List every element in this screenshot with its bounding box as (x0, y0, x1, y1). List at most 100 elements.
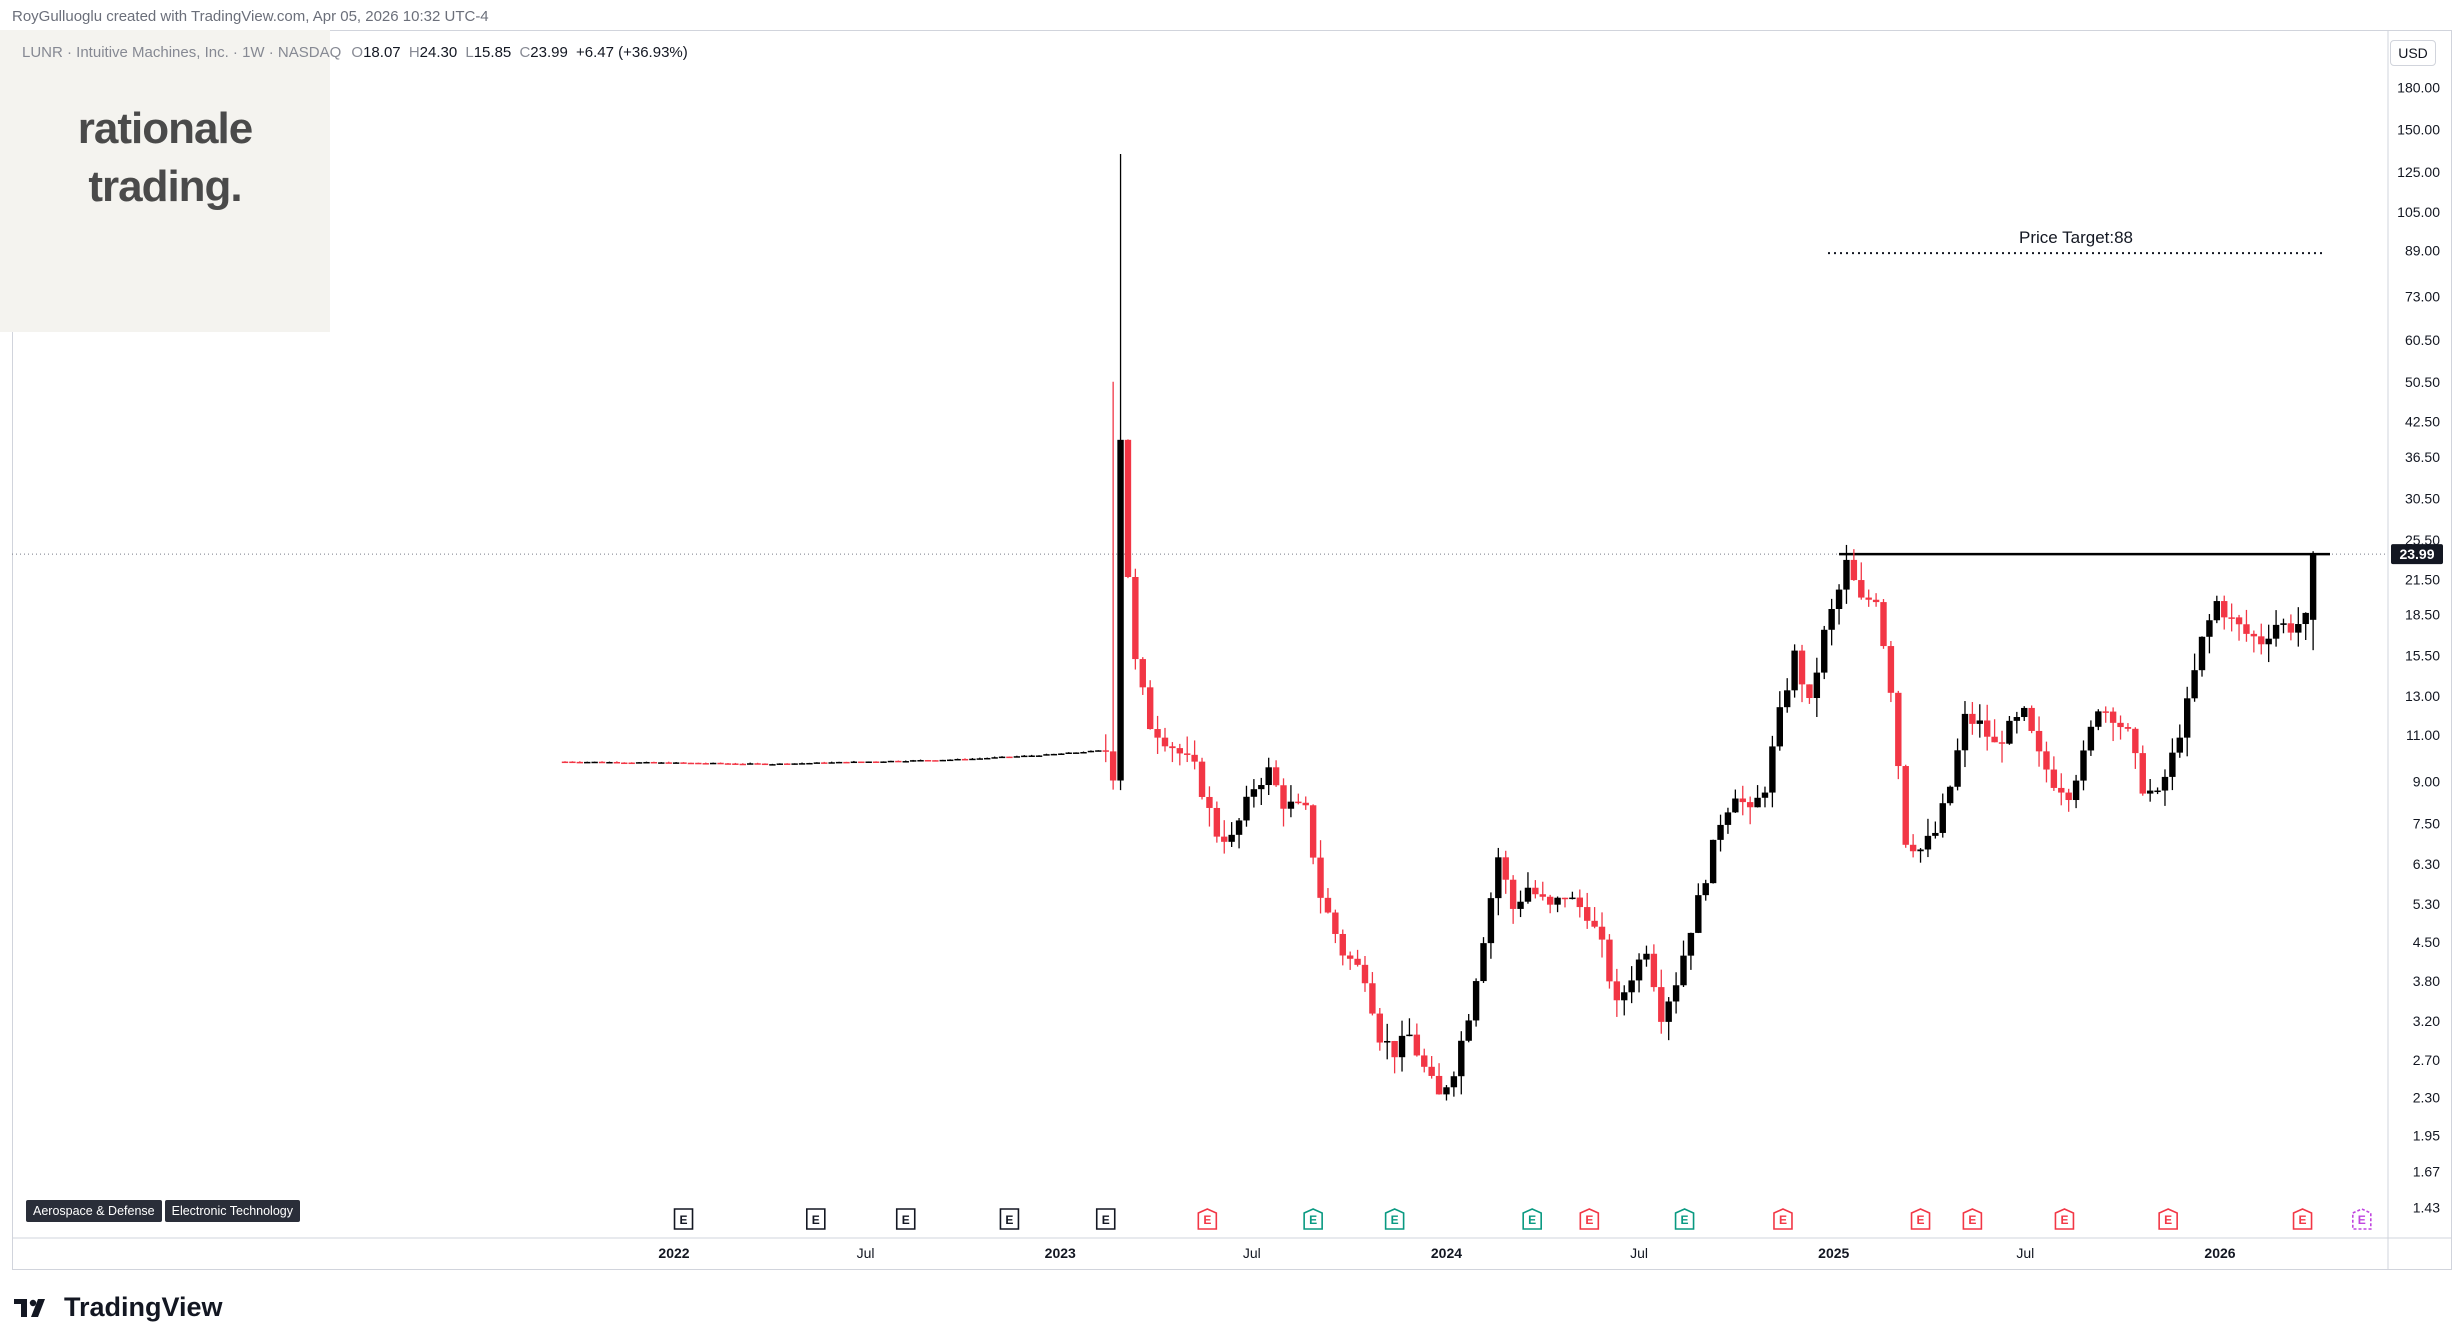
candle-body[interactable] (1235, 820, 1243, 835)
candle-body[interactable] (658, 762, 665, 764)
candle-body[interactable] (1695, 895, 1702, 933)
candle-body[interactable] (984, 757, 991, 760)
candle-body[interactable] (1835, 589, 1843, 609)
candle-body[interactable] (1487, 898, 1495, 944)
candle-body[interactable] (1458, 1040, 1465, 1077)
candle-body[interactable] (2035, 730, 2043, 752)
candle-body[interactable] (695, 762, 702, 765)
candle-body[interactable] (2272, 624, 2280, 639)
candle-body[interactable] (591, 761, 598, 764)
candle-body[interactable] (2087, 726, 2095, 751)
candle-body[interactable] (850, 761, 858, 764)
candle-body[interactable] (2043, 751, 2050, 770)
candle-body[interactable] (1850, 559, 1858, 581)
candle-body[interactable] (1709, 839, 1717, 884)
candle-body[interactable] (1472, 981, 1480, 1021)
sector-tag[interactable]: Aerospace & Defense (26, 1200, 162, 1222)
candle-body[interactable] (806, 762, 813, 765)
candle-body[interactable] (1272, 767, 1280, 786)
candle-body[interactable] (1161, 737, 1169, 747)
candle-body[interactable] (1028, 755, 1035, 757)
candle-body[interactable] (991, 757, 998, 759)
earnings-marker-icon[interactable]: E (673, 1208, 694, 1230)
candle-body[interactable] (1680, 955, 1687, 986)
candle-body[interactable] (1702, 883, 1709, 896)
candle-body[interactable] (1909, 844, 1917, 852)
candle-body[interactable] (2302, 612, 2309, 625)
candle-body[interactable] (1058, 753, 1065, 755)
candle-body[interactable] (2280, 623, 2287, 625)
candle-body[interactable] (702, 763, 709, 765)
candle-body[interactable] (1621, 992, 1628, 1001)
candle-body[interactable] (1206, 796, 1213, 808)
candle-body[interactable] (1939, 803, 1946, 833)
candle-body[interactable] (1761, 792, 1769, 798)
candle-body[interactable] (2295, 624, 2302, 633)
candle-body[interactable] (1302, 802, 1309, 806)
candle-body[interactable] (1613, 981, 1621, 1001)
candle-body[interactable] (1584, 907, 1591, 921)
earnings-marker-icon[interactable]: E (1962, 1208, 1983, 1230)
candle-body[interactable] (1384, 1041, 1391, 1043)
earnings-marker-icon[interactable]: E (999, 1208, 1020, 1230)
candle-body[interactable] (784, 763, 791, 765)
candle-body[interactable] (2080, 750, 2087, 781)
candle-body[interactable] (1635, 959, 1643, 981)
candle-body[interactable] (1902, 766, 1909, 845)
candle-body[interactable] (1976, 720, 1983, 724)
candle-body[interactable] (1184, 753, 1191, 755)
candle-body[interactable] (1465, 1020, 1472, 1041)
candle-body[interactable] (621, 762, 628, 765)
candle-body[interactable] (561, 761, 569, 764)
candle-body[interactable] (1784, 690, 1791, 708)
candle-body[interactable] (1946, 786, 1954, 804)
candle-body[interactable] (1961, 713, 1969, 751)
candle-body[interactable] (2243, 624, 2250, 634)
candle-body[interactable] (821, 762, 828, 764)
earnings-marker-icon[interactable]: E (2292, 1208, 2313, 1230)
candle-body[interactable] (2095, 711, 2102, 727)
candle-body[interactable] (1287, 801, 1295, 809)
candle-body[interactable] (1087, 750, 1095, 753)
candle-body[interactable] (1280, 785, 1287, 809)
candle-body[interactable] (902, 761, 909, 763)
candle-body[interactable] (1828, 608, 1835, 630)
candle-body[interactable] (1176, 748, 1184, 754)
candle-body[interactable] (1243, 796, 1250, 821)
candle-body[interactable] (1502, 857, 1509, 880)
candle-body[interactable] (584, 761, 591, 764)
candle-body[interactable] (1198, 761, 1206, 797)
candle-body[interactable] (1013, 756, 1021, 758)
candle-body[interactable] (946, 759, 954, 762)
candle-body[interactable] (569, 761, 576, 764)
candle-body[interactable] (650, 761, 658, 764)
candle-body[interactable] (1361, 964, 1369, 984)
candle-body[interactable] (909, 760, 917, 762)
candle-body[interactable] (954, 758, 961, 761)
candle-body[interactable] (2169, 752, 2176, 777)
candle-body[interactable] (1065, 752, 1072, 754)
candle-body[interactable] (887, 760, 895, 763)
candle-body[interactable] (1228, 834, 1235, 842)
candle-body[interactable] (1798, 650, 1806, 685)
candle-body[interactable] (739, 763, 746, 766)
candle-body[interactable] (1450, 1076, 1458, 1088)
candle-body[interactable] (2146, 790, 2154, 794)
earnings-marker-icon[interactable]: E (2352, 1208, 2372, 1230)
candle-body[interactable] (1598, 926, 1606, 940)
candle-body[interactable] (1398, 1035, 1406, 1058)
candle-body[interactable] (1769, 746, 1776, 793)
candle-body[interactable] (1258, 785, 1265, 790)
candle-body[interactable] (835, 761, 843, 764)
candle-body[interactable] (1628, 980, 1635, 993)
candle-body[interactable] (2132, 728, 2139, 754)
candle-body[interactable] (635, 762, 643, 764)
candle-body[interactable] (709, 762, 717, 765)
earnings-marker-icon[interactable]: E (2054, 1208, 2075, 1230)
candle-body[interactable] (1998, 742, 2006, 744)
candle-body[interactable] (872, 761, 880, 763)
candle-body[interactable] (1984, 720, 1991, 737)
candle-body[interactable] (1346, 955, 1354, 959)
candle-body[interactable] (2287, 623, 2295, 633)
candle-body[interactable] (1539, 894, 1546, 897)
